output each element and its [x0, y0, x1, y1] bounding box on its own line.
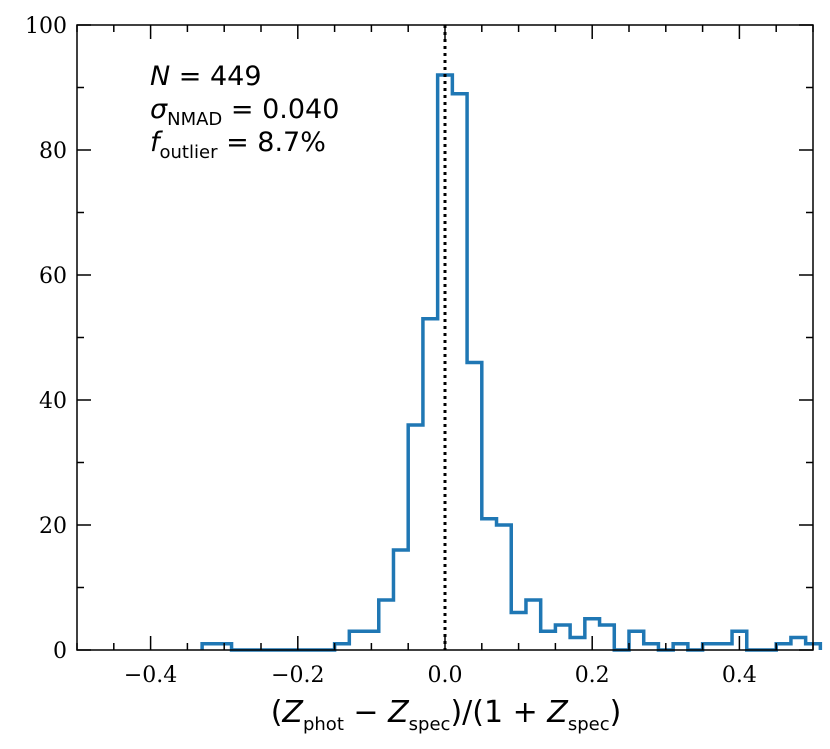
x-axis-label: (Zphot − Zspec)/(1 + Zspec) [271, 695, 622, 735]
x-axis-ticks: −0.4 −0.2 0.0 0.2 0.4 [76, 25, 814, 688]
y-tick-label: 40 [39, 389, 67, 414]
y-tick-label: 60 [39, 264, 67, 289]
annotation-f-outlier: foutlier = 8.7% [150, 127, 326, 163]
y-tick-label: 20 [39, 514, 67, 539]
x-tick-label: 0.4 [722, 663, 757, 688]
annotation-n: N = 449 [150, 61, 262, 92]
plot-frame [76, 24, 814, 651]
y-tick-label: 80 [39, 139, 67, 164]
y-tick-label: 100 [25, 14, 67, 39]
y-tick-label: 0 [53, 639, 67, 664]
x-tick-label: 0.0 [428, 663, 463, 688]
y-axis-ticks: 0 20 40 60 80 100 [25, 14, 813, 664]
x-tick-label: 0.2 [575, 663, 610, 688]
annotation-sigma-nmad: σNMAD = 0.040 [150, 94, 339, 130]
histogram-series [200, 73, 823, 652]
x-tick-label: −0.2 [271, 663, 324, 688]
x-tick-label: −0.4 [124, 663, 177, 688]
